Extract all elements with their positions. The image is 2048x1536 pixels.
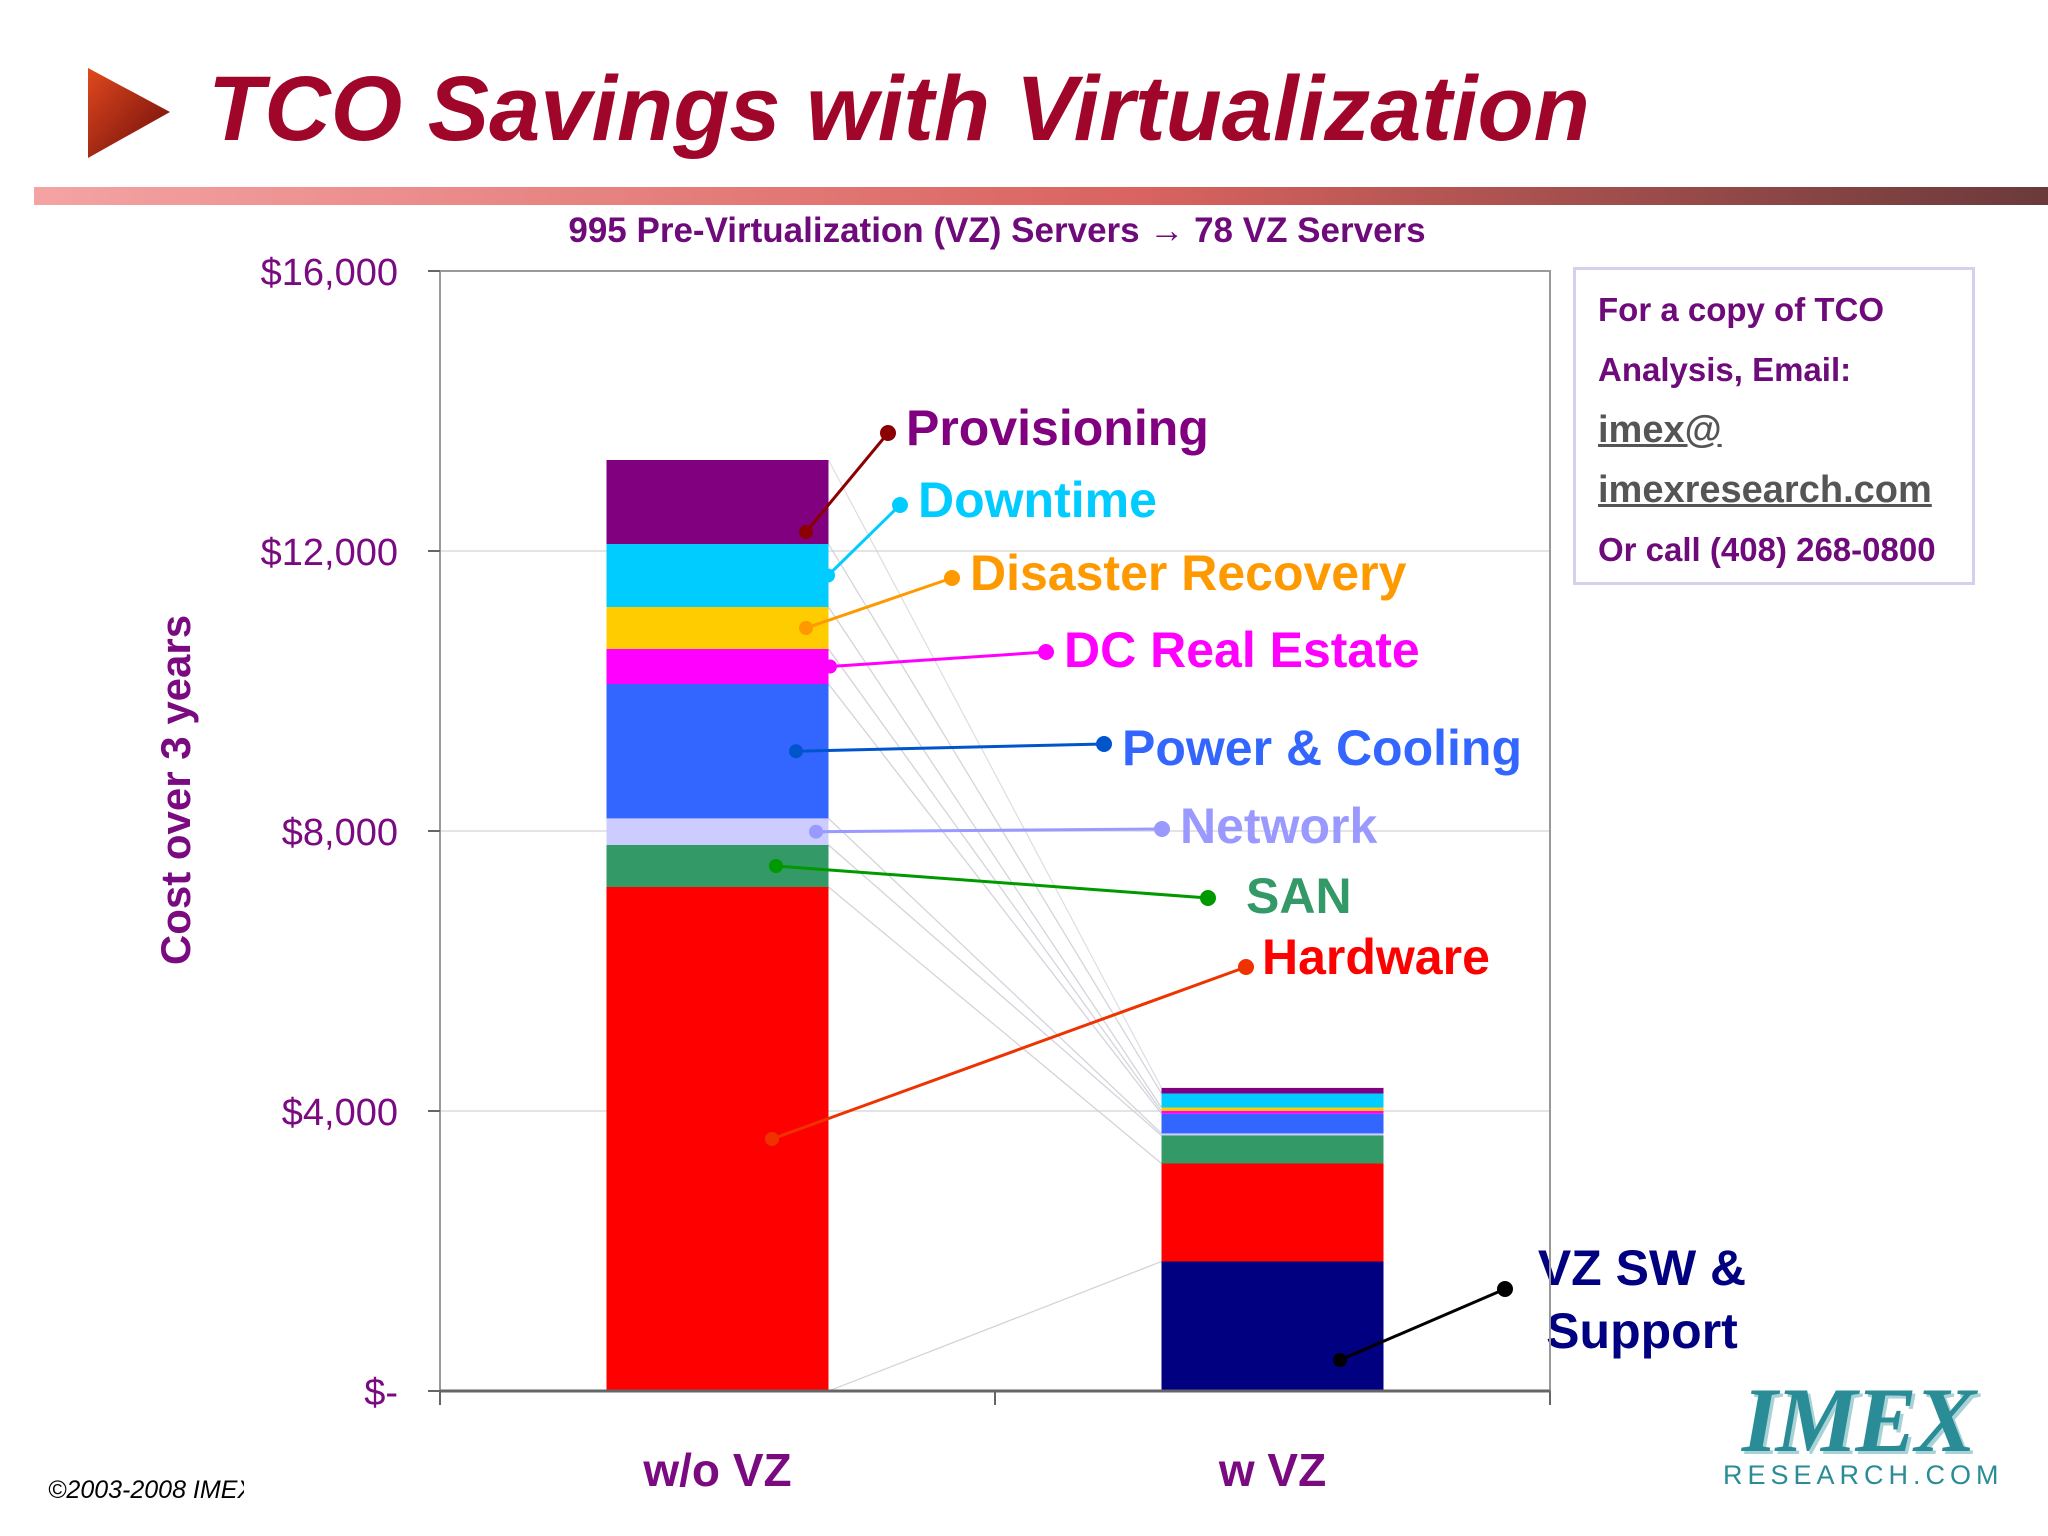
email-link-part-1[interactable]: imex@ — [1598, 400, 1972, 460]
bar-segment — [607, 818, 829, 845]
series-connector-line — [829, 818, 1162, 1133]
bar-segment — [1162, 1094, 1384, 1108]
callout-end-dot — [944, 570, 960, 586]
callout-anchor-dot — [823, 660, 837, 674]
callout-anchor-dot — [765, 1132, 779, 1146]
title-arrow-icon — [88, 68, 170, 158]
chart-subtitle: 995 Pre-Virtualization (VZ) Servers → 78… — [568, 211, 1425, 250]
bar-segment — [607, 649, 829, 684]
series-label: SAN — [1246, 868, 1352, 924]
bar-segment — [607, 544, 829, 607]
y-tick-label: $12,000 — [261, 532, 398, 574]
series-connector-line — [829, 649, 1162, 1111]
bar-segment — [1162, 1108, 1384, 1112]
series-label: Hardware — [1262, 929, 1490, 985]
callout-anchor-dot — [809, 825, 823, 839]
y-tick-label: $8,000 — [282, 812, 398, 854]
callout-anchor-dot — [769, 859, 783, 873]
bar-segment — [1162, 1111, 1384, 1114]
logo-wordmark: IMEX — [1723, 1380, 1993, 1460]
series-connector-line — [829, 607, 1162, 1108]
callout-anchor-dot — [799, 525, 813, 539]
series-label: Power & Cooling — [1122, 720, 1522, 776]
series-label: Support — [1546, 1303, 1738, 1359]
y-tick-label: $16,000 — [261, 252, 398, 294]
slide-title: TCO Savings with Virtualization — [208, 58, 1590, 160]
bar-segment — [1162, 1088, 1384, 1094]
series-label: Downtime — [918, 472, 1157, 528]
email-link-part-2[interactable]: imexresearch.com — [1598, 460, 1972, 520]
callout-anchor-dot — [799, 621, 813, 635]
y-tick-label: $- — [364, 1372, 398, 1414]
callout-end-dot — [880, 425, 896, 441]
bar-segment — [1162, 1114, 1384, 1134]
info-line-2: Analysis, Email: — [1598, 340, 1972, 400]
series-label: DC Real Estate — [1064, 622, 1420, 678]
series-connector-line — [829, 1262, 1162, 1392]
callout-end-dot — [1038, 644, 1054, 660]
tco-copy-info-box: For a copy of TCO Analysis, Email: imex@… — [1573, 267, 1975, 585]
series-label: Network — [1180, 798, 1377, 854]
callout-end-dot — [1200, 890, 1216, 906]
callout-end-dot — [892, 497, 908, 513]
bar-segment — [1162, 1262, 1384, 1392]
bar-segment — [607, 460, 829, 544]
callout-end-dot — [1154, 821, 1170, 837]
copyright-text: ©2003-2008 IMEX — [48, 1476, 244, 1505]
imex-logo: IMEX RESEARCH.COM — [1723, 1380, 1993, 1490]
callout-anchor-dot — [821, 569, 835, 583]
series-label: Disaster Recovery — [970, 545, 1407, 601]
series-label: Provisioning — [906, 400, 1209, 456]
x-category-label: w VZ — [1218, 1444, 1326, 1496]
title-underline — [34, 187, 2048, 205]
bar-segment — [607, 887, 829, 1391]
logo-subtext: RESEARCH.COM — [1723, 1460, 1993, 1490]
phone-text: Or call (408) 268-0800 — [1598, 520, 1972, 580]
x-category-label: w/o VZ — [642, 1444, 791, 1496]
bar-segment — [1162, 1164, 1384, 1262]
y-tick-label: $4,000 — [282, 1092, 398, 1134]
callout-anchor-dot — [789, 744, 803, 758]
callout-anchor-dot — [1333, 1353, 1347, 1367]
series-connector-line — [829, 887, 1162, 1164]
callout-leader-line — [828, 505, 900, 576]
y-axis-label: Cost over 3 years — [152, 615, 199, 965]
series-connector-line — [829, 845, 1162, 1136]
info-line-1: For a copy of TCO — [1598, 280, 1972, 340]
bar-segment — [607, 607, 829, 649]
bar-segment — [1162, 1136, 1384, 1164]
series-label: VZ SW & — [1538, 1240, 1746, 1296]
callout-end-dot — [1497, 1281, 1513, 1297]
callout-leader-line — [776, 866, 1208, 898]
callout-end-dot — [1096, 736, 1112, 752]
callout-leader-line — [830, 652, 1046, 667]
callout-end-dot — [1238, 959, 1254, 975]
bar-segment — [1162, 1133, 1384, 1135]
